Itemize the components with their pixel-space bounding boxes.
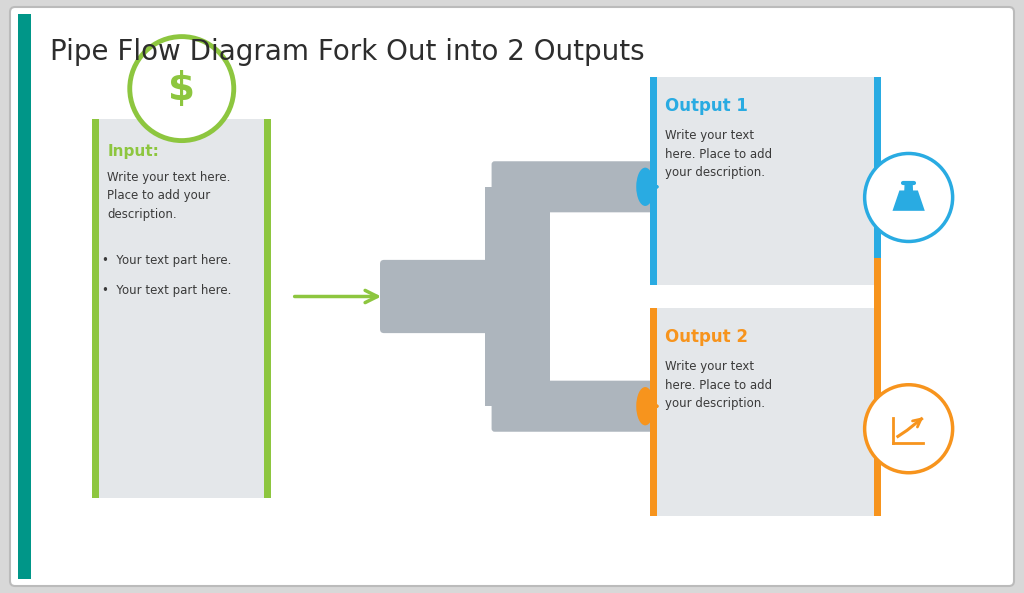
Polygon shape <box>905 183 912 192</box>
Bar <box>650 308 657 516</box>
Text: Write your text
here. Place to add
your description.: Write your text here. Place to add your … <box>666 361 772 410</box>
Text: Input:: Input: <box>108 144 159 158</box>
Text: $: $ <box>168 69 196 107</box>
Text: •  Your text part here.: • Your text part here. <box>102 254 231 267</box>
FancyBboxPatch shape <box>492 161 653 212</box>
Ellipse shape <box>130 37 233 141</box>
Text: •  Your text part here.: • Your text part here. <box>102 283 231 296</box>
Circle shape <box>864 154 952 241</box>
Bar <box>18 14 31 579</box>
FancyBboxPatch shape <box>10 7 1014 586</box>
Bar <box>484 187 550 406</box>
Text: Write your text
here. Place to add
your description.: Write your text here. Place to add your … <box>666 129 772 179</box>
FancyBboxPatch shape <box>492 381 653 432</box>
Bar <box>873 77 881 334</box>
Text: Pipe Flow Diagram Fork Out into 2 Outputs: Pipe Flow Diagram Fork Out into 2 Output… <box>50 38 645 66</box>
FancyBboxPatch shape <box>380 260 521 333</box>
Bar <box>264 119 271 498</box>
Bar <box>92 119 99 498</box>
Text: Output 1: Output 1 <box>666 97 749 115</box>
Bar <box>92 119 271 498</box>
Bar <box>650 77 881 285</box>
Bar <box>873 259 881 516</box>
Ellipse shape <box>636 387 654 425</box>
Bar <box>650 308 881 516</box>
Text: Write your text here.
Place to add your
description.: Write your text here. Place to add your … <box>108 171 230 221</box>
Bar <box>650 77 657 285</box>
Ellipse shape <box>636 168 654 206</box>
Circle shape <box>864 385 952 473</box>
Text: Output 2: Output 2 <box>666 329 749 346</box>
Polygon shape <box>894 192 923 209</box>
